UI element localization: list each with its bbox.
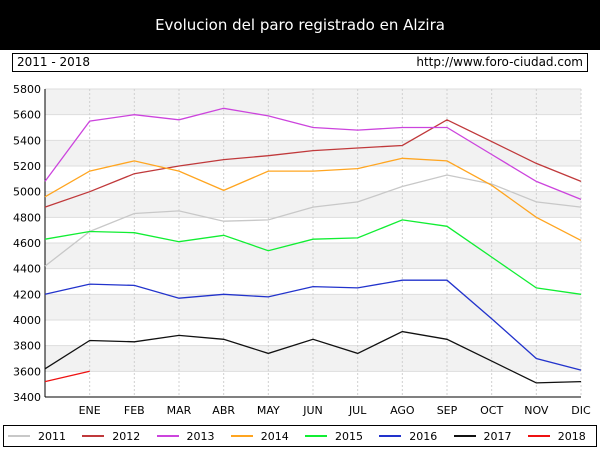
y-tick-label: 4600 bbox=[13, 237, 41, 250]
series-line-2018 bbox=[44, 370, 90, 383]
legend-item-2012: 2012 bbox=[82, 428, 140, 444]
chart-title: Evolucion del paro registrado en Alzira bbox=[0, 0, 600, 50]
legend-swatch bbox=[379, 435, 402, 437]
series-line-2014 bbox=[44, 157, 582, 241]
legend-label: 2012 bbox=[112, 429, 141, 443]
legend-label: 2015 bbox=[335, 429, 363, 443]
y-tick-label: 3800 bbox=[13, 340, 41, 353]
x-tick-label: MAY bbox=[257, 404, 280, 417]
legend-swatch bbox=[527, 435, 550, 437]
y-tick-label: 5000 bbox=[13, 186, 41, 199]
legend-swatch bbox=[82, 435, 105, 437]
x-tick-label: AGO bbox=[390, 404, 415, 417]
legend-swatch bbox=[305, 435, 327, 437]
legend-label: 2017 bbox=[483, 429, 512, 443]
legend-label: 2014 bbox=[260, 429, 289, 443]
grid-band bbox=[45, 243, 581, 269]
x-tick-label: ABR bbox=[212, 404, 235, 417]
y-tick-label: 5200 bbox=[13, 160, 41, 173]
year-range-label: 2011 - 2018 bbox=[17, 55, 91, 69]
x-tick-label: OCT bbox=[480, 404, 503, 417]
x-tick-label: DIC bbox=[571, 404, 591, 417]
legend-item-2014: 2014 bbox=[230, 428, 289, 444]
legend-swatch bbox=[8, 435, 30, 437]
series-line-2011 bbox=[44, 174, 582, 267]
legend-label: 2013 bbox=[186, 429, 215, 443]
legend-swatch bbox=[453, 435, 476, 437]
x-tick-label: JUN bbox=[302, 404, 323, 417]
legend-label: 2011 bbox=[38, 429, 66, 443]
x-tick-label: MAR bbox=[167, 404, 192, 417]
source-url: http://www.foro-ciudad.com bbox=[416, 55, 583, 69]
info-bar: 2011 - 2018 http://www.foro-ciudad.com bbox=[12, 53, 588, 72]
y-tick-label: 4400 bbox=[13, 263, 41, 276]
x-tick-label: JUL bbox=[348, 404, 367, 417]
series-line-2016 bbox=[44, 279, 582, 371]
y-tick-label: 5800 bbox=[13, 83, 41, 96]
legend: 2011 2012 2013 2014 2015 2016 2017 2018 bbox=[3, 425, 597, 447]
x-tick-label: NOV bbox=[524, 404, 549, 417]
legend-item-2016: 2016 bbox=[379, 428, 437, 444]
x-tick-label: SEP bbox=[437, 404, 458, 417]
x-tick-label: ENE bbox=[79, 404, 101, 417]
legend-swatch bbox=[230, 435, 253, 437]
legend-label: 2016 bbox=[409, 429, 438, 443]
legend-item-2018: 2018 bbox=[527, 428, 586, 444]
y-tick-label: 5400 bbox=[13, 134, 41, 147]
y-tick-label: 3600 bbox=[13, 365, 41, 378]
series-line-2013 bbox=[44, 107, 582, 201]
y-tick-label: 4000 bbox=[13, 314, 41, 327]
line-chart: 3400 3600 3800 4000 4200 4400 4600 4800 5000 5200… bbox=[13, 83, 591, 417]
legend-item-2011: 2011 bbox=[8, 428, 66, 444]
series-line-2012 bbox=[44, 119, 582, 208]
legend-item-2017: 2017 bbox=[453, 428, 512, 444]
y-tick-label: 5600 bbox=[13, 109, 41, 122]
series-line-2015 bbox=[44, 219, 582, 295]
legend-label: 2018 bbox=[557, 429, 586, 443]
series-line-2017 bbox=[44, 330, 582, 384]
legend-item-2015: 2015 bbox=[305, 428, 363, 444]
y-tick-label: 4200 bbox=[13, 288, 41, 301]
y-tick-label: 3400 bbox=[13, 391, 41, 404]
x-tick-label: FEB bbox=[124, 404, 145, 417]
legend-swatch bbox=[156, 435, 179, 437]
legend-item-2013: 2013 bbox=[156, 428, 215, 444]
y-tick-label: 4800 bbox=[13, 211, 41, 224]
